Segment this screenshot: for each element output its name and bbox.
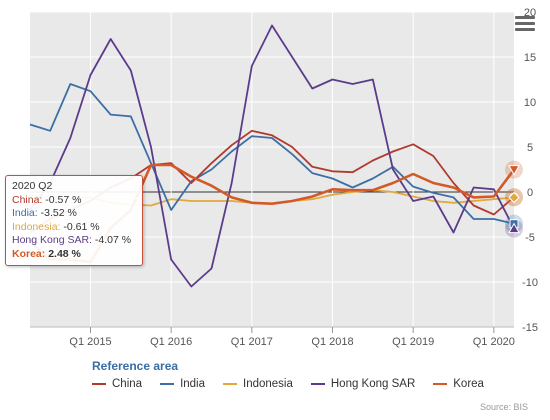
- legend-item-indonesia[interactable]: Indonesia: [223, 378, 293, 390]
- tooltip-rows: China: -0.57 % India: -3.52 % Indonesia: -…: [12, 194, 136, 262]
- hamburger-menu-icon: [515, 16, 535, 19]
- x-axis: Q1 2015 Q1 2016 Q1 2017 Q1 2018 Q1 2019 Q1 20…: [30, 326, 515, 348]
- legend-swatch: [433, 383, 448, 385]
- legend-label: China: [112, 378, 143, 390]
- y-tick-label: -10: [522, 277, 538, 289]
- tooltip-row: Korea: 2.48 %: [12, 248, 136, 262]
- tooltip-row: India: -3.52 %: [12, 207, 136, 221]
- x-tick-label: Q1 2015: [69, 336, 111, 348]
- tooltip-series-name: Korea:: [12, 247, 49, 260]
- source-credit[interactable]: Source: BIS: [479, 402, 528, 412]
- tooltip-series-value: -0.61 %: [63, 220, 100, 233]
- hover-markers: [505, 160, 523, 238]
- marker-triangle-up: [508, 222, 520, 234]
- legend-title: Reference area: [92, 359, 179, 373]
- x-tick-label: Q1 2018: [311, 336, 353, 348]
- tooltip-period: 2020 Q2: [12, 180, 53, 192]
- x-tick-label: Q1 2017: [231, 336, 273, 348]
- chart-menu-button[interactable]: [515, 16, 535, 34]
- y-tick-label: 5: [527, 142, 533, 154]
- hamburger-menu-icon-bar: [515, 22, 535, 25]
- legend-item-korea[interactable]: Korea: [433, 378, 484, 390]
- marker-diamond: [508, 191, 520, 204]
- legend-swatch: [223, 383, 237, 385]
- legend-item-china[interactable]: China: [92, 378, 142, 390]
- x-tick-label: Q1 2020: [473, 336, 515, 348]
- series-line-india[interactable]: [29, 83, 515, 225]
- tooltip-series-value: -0.57 %: [45, 193, 82, 206]
- legend-swatch: [310, 383, 325, 385]
- plot-background: [30, 12, 514, 327]
- tooltip-row: Indonesia: -0.61 %: [12, 221, 136, 235]
- legend-label: Hong Kong SAR: [330, 378, 416, 390]
- tooltip-row: Hong Kong SAR: -4.07 %: [12, 234, 136, 248]
- y-tick-label: 10: [524, 97, 536, 109]
- legend-label: Indonesia: [243, 378, 293, 390]
- y-tick-label: -15: [522, 322, 538, 334]
- x-tick-label: Q1 2019: [392, 336, 434, 348]
- marker-triangle-down: [508, 165, 520, 176]
- legend-label: India: [180, 378, 205, 390]
- tooltip-series-name: China:: [12, 193, 46, 206]
- legend-item-india[interactable]: India: [160, 378, 205, 390]
- legend-label: Korea: [453, 378, 484, 390]
- tooltip-series-name: India:: [12, 207, 41, 219]
- y-tick-label: 15: [524, 52, 536, 64]
- y-tick-label: -5: [525, 232, 535, 244]
- tooltip-series-name: Hong Kong SAR:: [12, 234, 95, 246]
- tooltip-series-value: -3.52 %: [40, 207, 77, 219]
- tooltip-series-value: 2.48 %: [48, 247, 81, 260]
- series-line-hong-kong-sar[interactable]: [29, 24, 515, 288]
- tooltip-row: China: -0.57 %: [12, 194, 136, 208]
- tooltip: 2020 Q2 China: -0.57 % India: -3.52 % Indo…: [5, 175, 143, 266]
- y-tick-label: 0: [527, 187, 533, 199]
- legend-swatch: [160, 383, 175, 385]
- legend-swatch: [92, 383, 106, 385]
- plot-area: [30, 12, 514, 327]
- hamburger-menu-icon-bar: [515, 28, 535, 31]
- legend-item-hong-kong-sar[interactable]: Hong Kong SAR: [310, 378, 416, 390]
- x-tick-label: Q1 2016: [150, 336, 192, 348]
- tooltip-series-name: Indonesia:: [12, 220, 64, 233]
- tooltip-series-value: -4.07 %: [94, 234, 132, 246]
- legend: China India Indonesia Hong Kong SAR Korea: [92, 378, 502, 390]
